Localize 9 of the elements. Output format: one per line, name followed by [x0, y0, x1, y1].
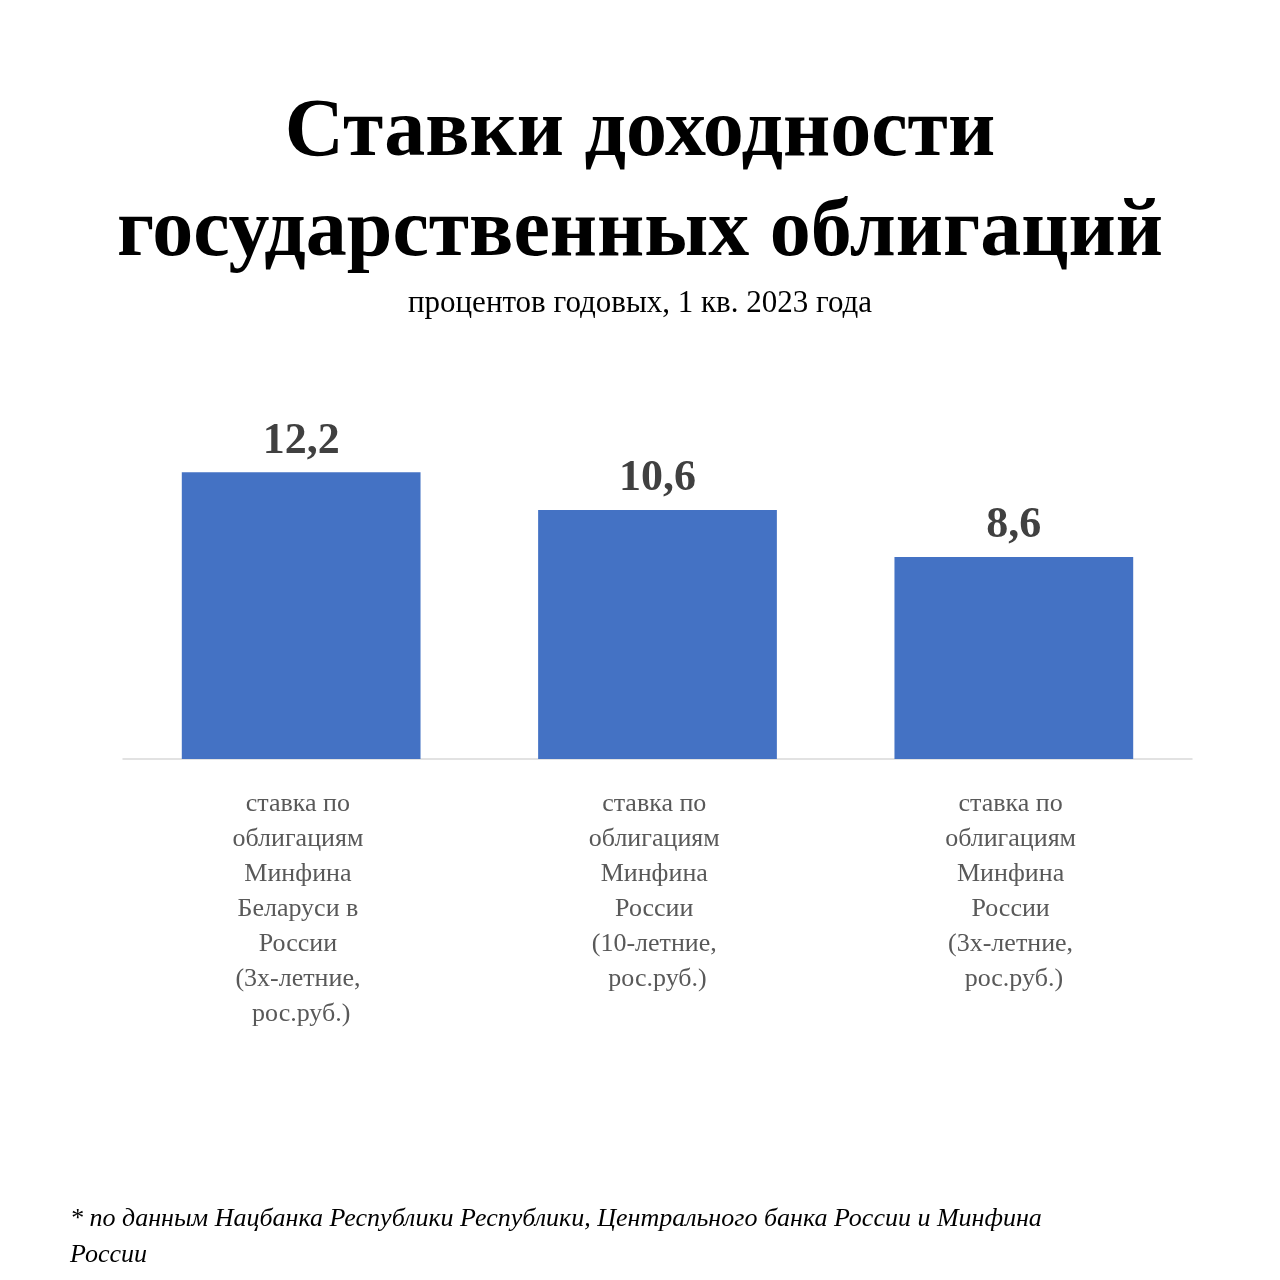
x-tick-label: ставка по облигациям Минфина России (3х-летние, рос.руб.)	[945, 788, 1083, 992]
chart-title: Ставки доходности государственных облигаций	[116, 81, 1164, 275]
x-tick-label: ставка по облигациям Минфина России (10-летние, рос.руб.)	[588, 788, 727, 992]
x-tick-label: ставка по облигациям Минфина Беларуси в России (3х-летние, рос.руб.)	[232, 788, 370, 1027]
data-label: 12,2	[262, 413, 340, 463]
chart-subtitle: процентов годовых, 1 кв. 2023 года	[406, 284, 874, 320]
data-label: 10,6	[619, 451, 696, 501]
data-label: 8,6	[986, 498, 1042, 548]
text: * по данным Нацбанка Республики Республики, Центрального банка России и Минфина России	[69, 1202, 1043, 1270]
